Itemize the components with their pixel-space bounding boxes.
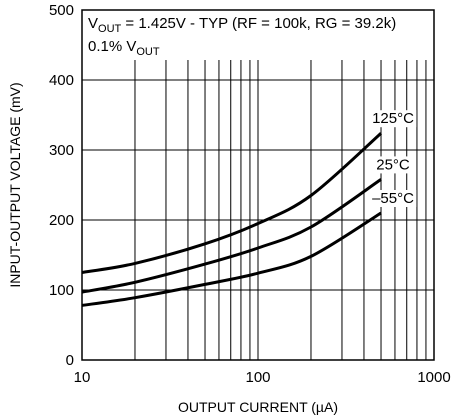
- series-labels: 125°C 25°C –55°C: [369, 110, 417, 207]
- y-tick-label: 0: [66, 352, 74, 369]
- x-tick-label: 1000: [417, 369, 450, 386]
- y-tick-label: 300: [49, 142, 74, 159]
- tick-labels: 10 100 1000 0 100 200 300 400 500: [49, 2, 451, 386]
- x-tick-label: 100: [245, 369, 270, 386]
- series-label-bg: [369, 190, 417, 207]
- annotation-line-2: 0.1% VOUT: [88, 38, 160, 58]
- plot-frame: [81, 9, 435, 361]
- x-tick-label: 10: [74, 369, 91, 386]
- y-tick-label: 100: [49, 282, 74, 299]
- series-label: 125°C: [372, 110, 414, 127]
- annotation-line-1: VOUT = 1.425V - TYP (RF = 100k, RG = 39.…: [88, 15, 396, 35]
- series-label-bg: [373, 156, 413, 174]
- series-line: [81, 132, 383, 274]
- series-line: [81, 211, 382, 307]
- series-label: 25°C: [376, 156, 410, 173]
- y-tick-label: 500: [49, 2, 74, 19]
- series-label-bg: [369, 110, 417, 128]
- y-tick-label: 400: [49, 72, 74, 89]
- series-lines: [81, 132, 383, 307]
- y-axis-label: INPUT-OUTPUT VOLTAGE (mV): [7, 82, 23, 287]
- series-line: [81, 178, 382, 294]
- grid: [82, 10, 434, 360]
- series-label: –55°C: [372, 190, 414, 207]
- y-tick-label: 200: [49, 212, 74, 229]
- annotation-box: [82, 10, 434, 60]
- x-axis-label: OUTPUT CURRENT (µA): [178, 399, 338, 415]
